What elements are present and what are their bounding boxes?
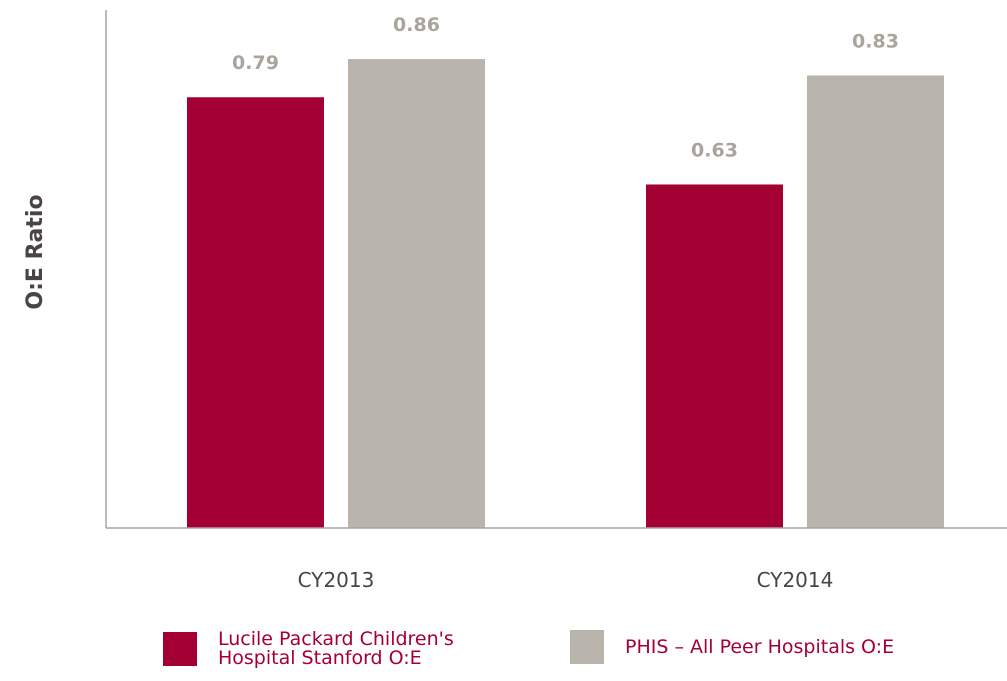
data-label-cy2014-series-0: 0.63 <box>691 139 738 161</box>
legend-swatch-lucile-packard <box>163 632 197 666</box>
data-label-cy2013-series-1: 0.86 <box>393 14 440 36</box>
legend-label-lucile-packard: Lucile Packard Children's Hospital Stanf… <box>218 630 538 668</box>
bars-layer <box>187 59 944 529</box>
bar-cy2014-series-0 <box>646 184 783 529</box>
data-label-cy2014-series-1: 0.83 <box>852 30 899 52</box>
legend-label-line: Lucile Packard Children's <box>218 628 454 650</box>
legend-label-line: PHIS – All Peer Hospitals O:E <box>625 635 895 658</box>
data-label-cy2013-series-0: 0.79 <box>232 52 279 74</box>
legend-item-phis-peer-hospitals: PHIS – All Peer Hospitals O:E <box>570 630 1007 664</box>
legend: Lucile Packard Children's Hospital Stanf… <box>0 628 1007 678</box>
bar-cy2013-series-0 <box>187 97 324 529</box>
x-tick-label-cy2013: CY2013 <box>298 568 375 592</box>
x-tick-label-cy2014: CY2014 <box>757 568 834 592</box>
y-axis-label: O:E Ratio <box>23 194 48 309</box>
legend-swatch-phis-peer-hospitals <box>570 630 604 664</box>
bar-cy2014-series-1 <box>807 75 944 528</box>
legend-label-line: Hospital Stanford O:E <box>218 647 422 669</box>
bar-cy2013-series-1 <box>348 59 485 529</box>
legend-item-lucile-packard: Lucile Packard Children's Hospital Stanf… <box>163 630 538 668</box>
data-labels-layer: 0.79 0.86 0.63 0.83 <box>232 14 899 161</box>
legend-label-phis-peer-hospitals: PHIS – All Peer Hospitals O:E <box>625 635 1007 658</box>
x-tick-labels-layer: CY2013 CY2014 <box>298 568 834 592</box>
